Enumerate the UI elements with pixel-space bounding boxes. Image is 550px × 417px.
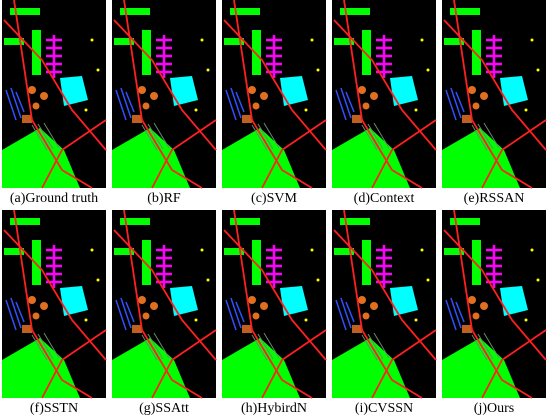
map-panel (110, 208, 218, 400)
panel-caption: (j)Ours (474, 401, 514, 416)
map-panel (330, 208, 438, 400)
map-panel (440, 208, 548, 400)
panel-caption: (i)CVSSN (355, 401, 413, 416)
panel-caption: (h)HybirdN (241, 401, 307, 416)
panel-caption: (b)RF (147, 191, 181, 206)
panel-caption: (c)SVM (251, 191, 297, 206)
panel-caption: (a)Ground truth (10, 191, 98, 206)
map-panel (110, 0, 218, 190)
map-panel (330, 0, 438, 190)
map-panel (0, 208, 108, 400)
panel-caption: (d)Context (354, 191, 415, 206)
map-panel (220, 0, 328, 190)
map-panel (440, 0, 548, 190)
map-panel (0, 0, 108, 190)
map-panel (220, 208, 328, 400)
panel-caption: (e)RSSAN (464, 191, 525, 206)
panel-caption: (f)SSTN (30, 401, 78, 416)
panel-caption: (g)SSAtt (139, 401, 189, 416)
